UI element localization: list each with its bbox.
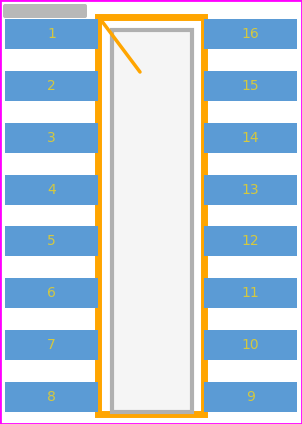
- FancyBboxPatch shape: [3, 4, 87, 18]
- Text: 5: 5: [47, 234, 56, 248]
- Bar: [5, 278, 98, 308]
- Bar: [5, 175, 98, 204]
- Text: 1: 1: [47, 27, 56, 41]
- Text: 2: 2: [47, 79, 56, 93]
- Text: 12: 12: [242, 234, 259, 248]
- Bar: [204, 226, 297, 257]
- Text: 4: 4: [47, 183, 56, 197]
- Bar: [5, 226, 98, 257]
- Bar: [204, 19, 297, 49]
- Text: 13: 13: [242, 183, 259, 197]
- Text: 7: 7: [47, 338, 56, 352]
- Text: 10: 10: [242, 338, 259, 352]
- Bar: [98, 17, 204, 414]
- Bar: [5, 123, 98, 153]
- Bar: [5, 382, 98, 412]
- Text: 16: 16: [242, 27, 259, 41]
- Bar: [204, 382, 297, 412]
- Bar: [204, 123, 297, 153]
- Bar: [5, 71, 98, 101]
- Text: 11: 11: [242, 286, 259, 300]
- Bar: [204, 278, 297, 308]
- Bar: [204, 330, 297, 360]
- Bar: [5, 330, 98, 360]
- Text: 15: 15: [242, 79, 259, 93]
- Text: 9: 9: [246, 390, 255, 404]
- Bar: [112, 30, 192, 412]
- Bar: [204, 175, 297, 204]
- Bar: [204, 71, 297, 101]
- Text: 6: 6: [47, 286, 56, 300]
- Text: 8: 8: [47, 390, 56, 404]
- Text: 14: 14: [242, 131, 259, 145]
- Text: 3: 3: [47, 131, 56, 145]
- Bar: [5, 19, 98, 49]
